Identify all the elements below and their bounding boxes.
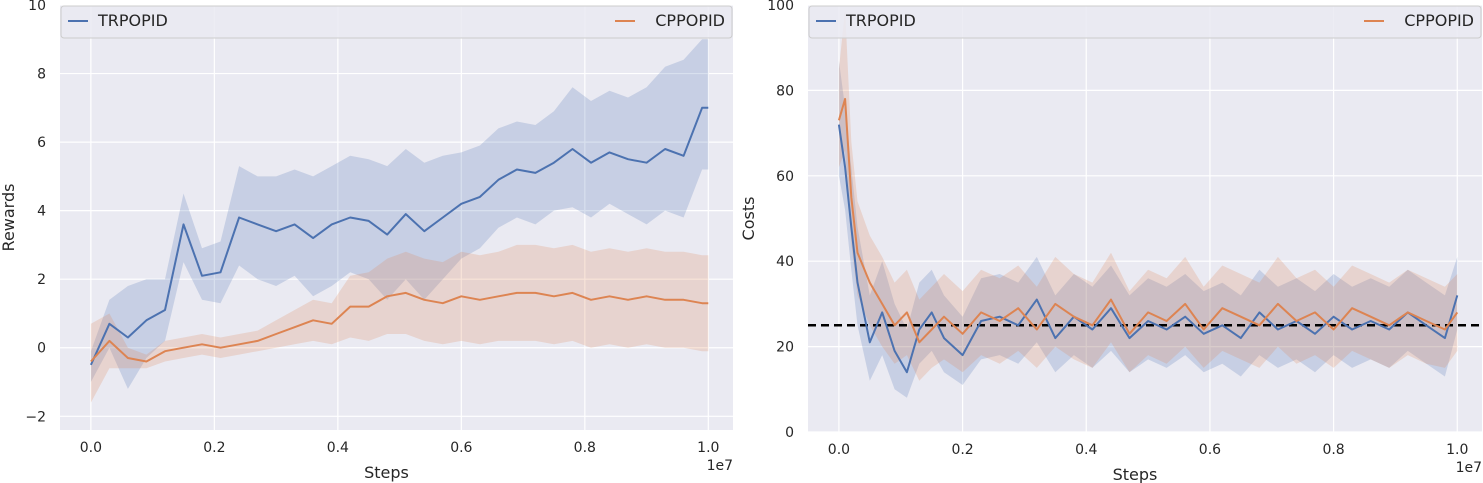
x-tick-label: 0.0 (828, 442, 850, 458)
y-axis-label: Costs (739, 197, 758, 241)
y-tick-label: 4 (37, 204, 46, 220)
y-tick-label: 60 (776, 169, 794, 185)
x-tick-label: 0.2 (203, 440, 225, 456)
y-tick-label: 100 (767, 0, 794, 14)
series-line-trpopid (89, 106, 709, 366)
y-tick-label: 6 (37, 135, 46, 151)
x-tick-label: 0.8 (1322, 442, 1344, 458)
y-tick-label: 0 (785, 425, 794, 441)
x-axis-label: Steps (364, 463, 409, 482)
legend: TRPOPID CPPOPID (808, 5, 1482, 39)
confidence-band-cppopid (90, 244, 709, 403)
confidence-band-trpopid (838, 60, 1458, 398)
legend-frame (808, 5, 1482, 39)
legend: TRPOPID CPPOPID (60, 5, 733, 39)
chart-1: 0.0 0.2 0.4 0.6 0.8 1.0 −2 0 2 4 6 8 10 1e7 Steps Rewar… (0, 0, 733, 482)
x-offset-label: 1e7 (707, 458, 733, 474)
y-tick-label: 80 (776, 83, 794, 99)
plot-area (808, 5, 1482, 432)
x-tick-label: 0.0 (80, 440, 102, 456)
chart-2: 0.0 0.2 0.4 0.6 0.8 1.0 0 20 40 60 80 100 1e7 Steps Co… (739, 0, 1482, 483)
x-tick-label: 0.6 (450, 440, 472, 456)
y-tick-label: 8 (37, 67, 46, 83)
x-tick-label: 1.0 (697, 440, 719, 456)
y-tick-label: 2 (37, 272, 46, 288)
x-tick-label: 0.8 (574, 440, 596, 456)
series-line-trpopid (837, 124, 1459, 374)
y-tick-label: 10 (28, 0, 46, 14)
x-tick-label: 1.0 (1446, 442, 1468, 458)
series-line-cppopid (90, 291, 709, 363)
confidence-band-trpopid (90, 39, 709, 389)
x-tick-label: 0.4 (327, 440, 349, 456)
y-axis-label: Rewards (0, 184, 18, 252)
series-line-cppopid (837, 97, 1459, 344)
x-offset-label: 1e7 (1456, 460, 1482, 476)
legend-label-trpopid: TRPOPID (845, 11, 916, 30)
legend-label-cppopid: CPPOPID (655, 11, 725, 30)
y-tick-label: 20 (776, 340, 794, 356)
plot-area (60, 5, 733, 430)
y-tick-label: 40 (776, 254, 794, 270)
x-tick-label: 0.2 (951, 442, 973, 458)
confidence-band-cppopid (838, 9, 1458, 381)
x-tick-label: 0.4 (1075, 442, 1097, 458)
x-tick-label: 0.6 (1199, 442, 1221, 458)
x-axis-label: Steps (1113, 465, 1158, 483)
legend-label-trpopid: TRPOPID (97, 11, 168, 30)
legend-frame (60, 5, 733, 39)
legend-label-cppopid: CPPOPID (1404, 11, 1474, 30)
y-tick-label: 0 (37, 341, 46, 357)
y-tick-label: −2 (25, 409, 46, 425)
